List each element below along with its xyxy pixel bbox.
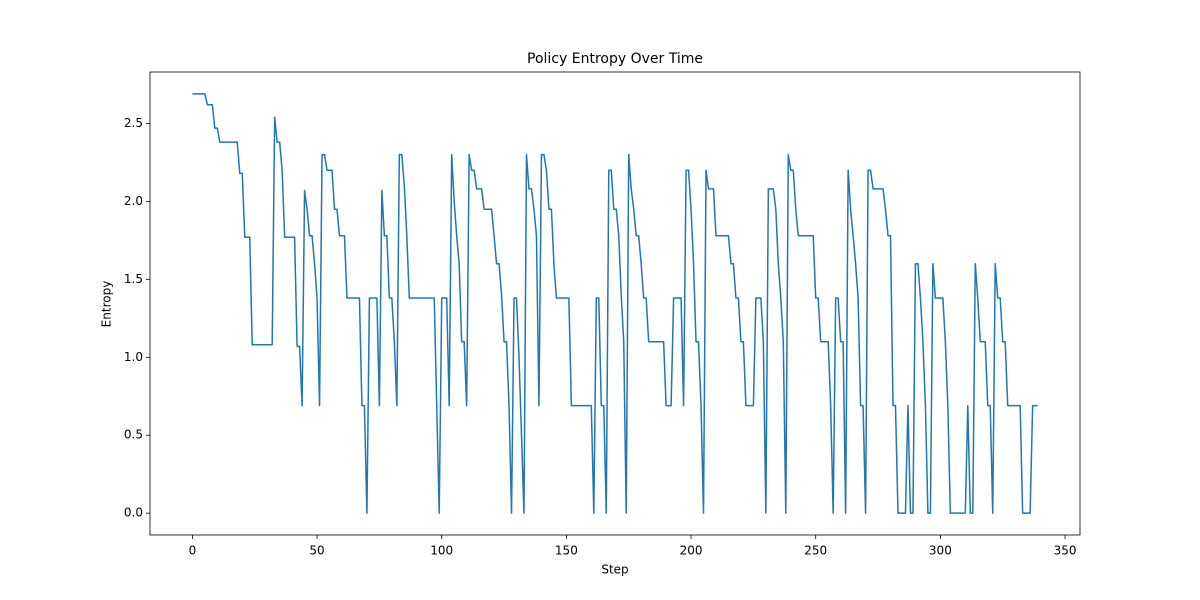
x-tick-label: 350: [1054, 544, 1077, 558]
x-tick-label: 0: [189, 544, 197, 558]
plot-frame: [149, 71, 1081, 536]
x-tick-label: 300: [929, 544, 952, 558]
x-tick-label: 100: [430, 544, 453, 558]
y-tick-label: 1.0: [124, 350, 143, 364]
x-tick-label: 150: [555, 544, 578, 558]
x-tick-label: 200: [680, 544, 703, 558]
line: [192, 93, 1038, 514]
y-tick-label: 0.5: [124, 428, 143, 442]
y-tick-label: 1.5: [124, 272, 143, 286]
y-tick-label: 2.0: [124, 194, 143, 208]
x-axis-label: Step: [601, 563, 628, 577]
chart-title: Policy Entropy Over Time: [527, 51, 703, 67]
y-tick-label: 2.5: [124, 116, 143, 130]
y-tick-label: 0.0: [124, 506, 143, 520]
y-axis-label: Entropy: [100, 281, 114, 328]
x-tick-label: 50: [309, 544, 324, 558]
x-tick-label: 250: [804, 544, 827, 558]
